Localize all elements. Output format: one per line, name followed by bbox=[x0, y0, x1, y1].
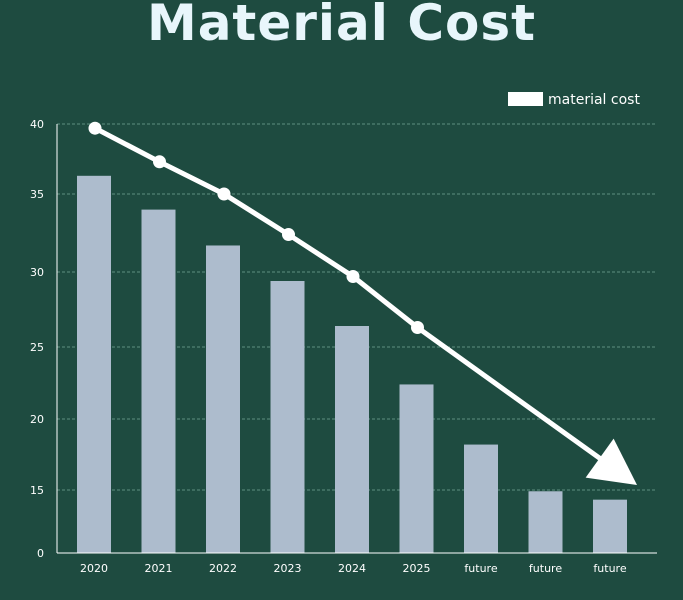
legend: material cost bbox=[508, 92, 640, 108]
trend-marker bbox=[282, 228, 295, 242]
bar bbox=[399, 384, 434, 553]
trend-marker bbox=[88, 121, 102, 135]
trend-arrow bbox=[88, 121, 637, 485]
axes bbox=[56, 124, 657, 554]
bar bbox=[593, 499, 627, 553]
y-tick-label: 25 bbox=[30, 341, 44, 354]
y-tick-label: 20 bbox=[30, 413, 44, 426]
x-tick-label: future bbox=[593, 562, 626, 575]
bar bbox=[141, 209, 176, 553]
x-tick-label: future bbox=[464, 562, 497, 575]
y-tick-label: 30 bbox=[30, 266, 44, 279]
trend-marker bbox=[411, 321, 424, 334]
legend-label: material cost bbox=[548, 92, 640, 108]
x-tick-label: 2023 bbox=[274, 562, 302, 575]
arrowhead bbox=[585, 438, 637, 485]
x-tick-label: 2025 bbox=[403, 562, 431, 575]
x-tick-labels: 2020 2021 2022 2023 2024 2025 future future futu… bbox=[80, 562, 627, 575]
y-tick-label: 40 bbox=[30, 118, 44, 131]
bar bbox=[464, 444, 498, 553]
bar bbox=[528, 491, 563, 553]
x-tick-label: 2021 bbox=[145, 562, 173, 575]
bar bbox=[77, 175, 111, 554]
x-tick-label: 2022 bbox=[209, 562, 237, 575]
x-tick-label: 2024 bbox=[338, 562, 366, 575]
y-tick-label: 35 bbox=[30, 188, 44, 201]
bar bbox=[206, 245, 240, 554]
bar bbox=[270, 281, 305, 553]
chart-title: Material Cost bbox=[146, 0, 537, 52]
legend-swatch bbox=[508, 92, 543, 106]
trend-marker bbox=[153, 155, 166, 169]
x-tick-label: future bbox=[529, 562, 562, 575]
trend-marker bbox=[346, 270, 360, 283]
trend-marker bbox=[217, 187, 231, 201]
y-tick-label: 15 bbox=[30, 484, 44, 497]
bar bbox=[335, 326, 369, 553]
bars bbox=[77, 175, 627, 554]
x-tick-label: 2020 bbox=[80, 562, 108, 575]
y-tick-label: 0 bbox=[37, 547, 44, 560]
y-tick-labels: 0 15 20 25 30 35 40 bbox=[30, 118, 44, 560]
